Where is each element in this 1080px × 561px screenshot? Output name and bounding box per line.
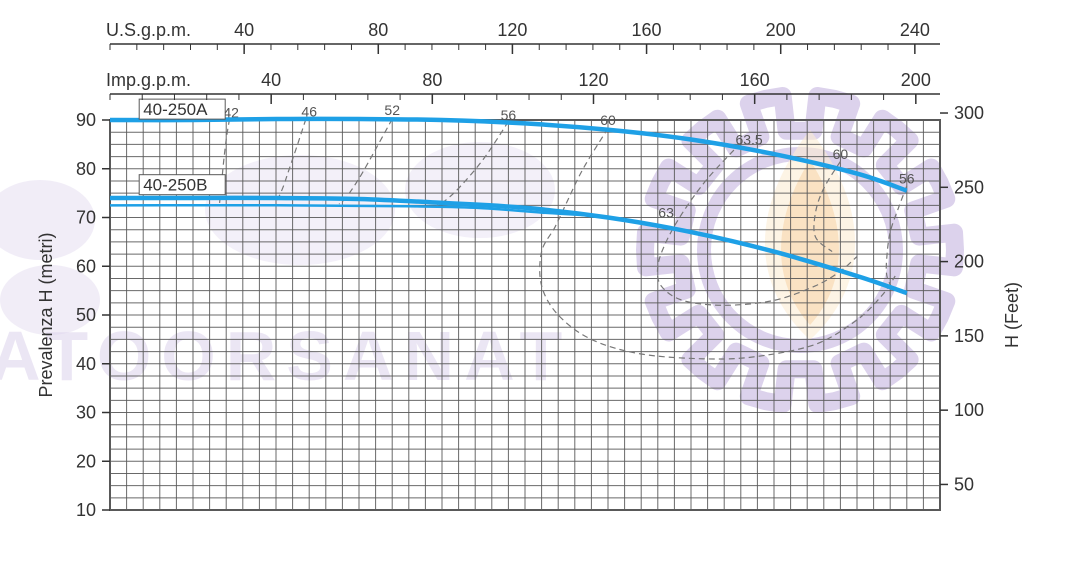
eff-label: 52 [384,102,400,118]
x-top2-tick: 120 [578,70,608,90]
eff-label: 60 [600,112,616,128]
y-right-tick: 150 [954,326,984,346]
x-top1-tick: 200 [766,20,796,40]
y-left-tick: 20 [76,451,96,471]
x-top1-tick: 160 [632,20,662,40]
series-label-40-250B: 40-250B [143,176,207,195]
x-top1-tick: 120 [497,20,527,40]
eff-label: 60 [833,146,849,162]
y-left-tick: 50 [76,305,96,325]
pump-curve-chart: ATOORSANAT42465256606363.5605640-250A40-… [0,0,1080,561]
x-top2-tick: 80 [422,70,442,90]
x-top2-tick: 40 [261,70,281,90]
y-right-tick: 200 [954,252,984,272]
x-top2-tick: 200 [901,70,931,90]
y-left-tick: 30 [76,403,96,423]
series-label-40-250A: 40-250A [143,100,208,119]
x-top2-label: Imp.g.p.m. [106,70,191,90]
y-left-label: Prevalenza H (metri) [36,232,56,397]
x-top1-tick: 40 [234,20,254,40]
eff-label: 63.5 [735,131,762,147]
y-left-tick: 70 [76,208,96,228]
x-top1-tick: 80 [368,20,388,40]
y-right-tick: 50 [954,474,974,494]
x-top1-label: U.S.g.p.m. [106,20,191,40]
y-left-tick: 10 [76,500,96,520]
y-right-label: H (Feet) [1002,282,1022,348]
eff-label: 56 [899,170,915,186]
y-right-tick: 100 [954,400,984,420]
y-right-tick: 250 [954,177,984,197]
x-top1-tick: 240 [900,20,930,40]
eff-label: 63 [658,205,674,221]
y-left-tick: 90 [76,110,96,130]
y-left-tick: 60 [76,256,96,276]
y-left-tick: 40 [76,354,96,374]
x-top2-tick: 160 [740,70,770,90]
y-left-tick: 80 [76,159,96,179]
y-right-tick: 300 [954,103,984,123]
